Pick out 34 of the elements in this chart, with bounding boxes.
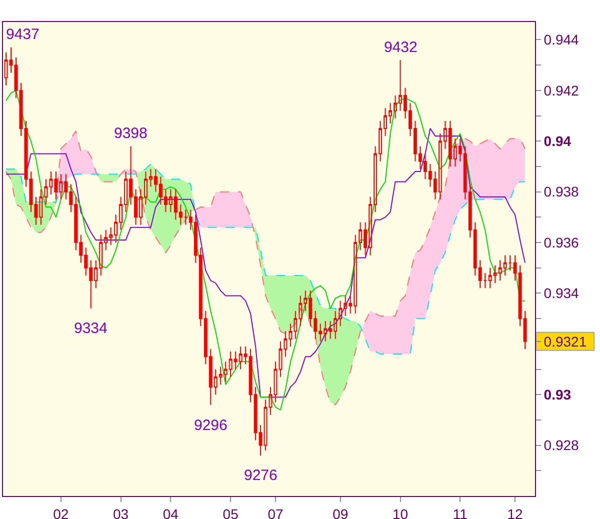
x-tick-label: 11 [452,506,468,519]
candlestick [278,340,282,378]
candlestick [268,386,272,416]
annotation: 9334 [74,320,108,337]
y-tick-label: 0.944 [544,32,580,48]
candlestick [264,399,268,451]
annotation: 9276 [244,467,278,484]
x-tick-label: 09 [332,506,348,519]
y-tick-label: 0.934 [544,285,580,302]
annotation: 9437 [6,26,40,43]
candlestick [483,272,487,289]
y-tick-label: 0.942 [544,82,580,98]
line-series [5,163,526,355]
y-tick-label: 0.9321 [544,333,587,350]
x-tick-label: 07 [268,506,284,519]
candlestick [9,46,13,74]
annotation: 9432 [384,39,418,56]
candlestick [4,52,8,86]
y-tick-label: 0.936 [544,234,580,250]
candlestick [274,361,278,403]
y-tick-label: 0.93 [544,386,572,403]
x-tick-label: 10 [392,506,408,519]
candlestick [184,209,188,226]
candlestick [508,254,512,271]
annotation: 9398 [114,125,148,142]
annotation: 9296 [194,417,228,434]
x-tick-label: 12 [507,506,524,519]
y-tick-label: 0.938 [544,184,580,200]
y-tick-label: 0.928 [544,437,580,454]
x-tick-label: 05 [222,506,239,519]
x-tick-label: 03 [112,506,129,519]
x-tick-label: 04 [162,506,179,519]
y-tick-label: 0.94 [544,133,572,150]
x-tick-label: 02 [53,506,69,519]
